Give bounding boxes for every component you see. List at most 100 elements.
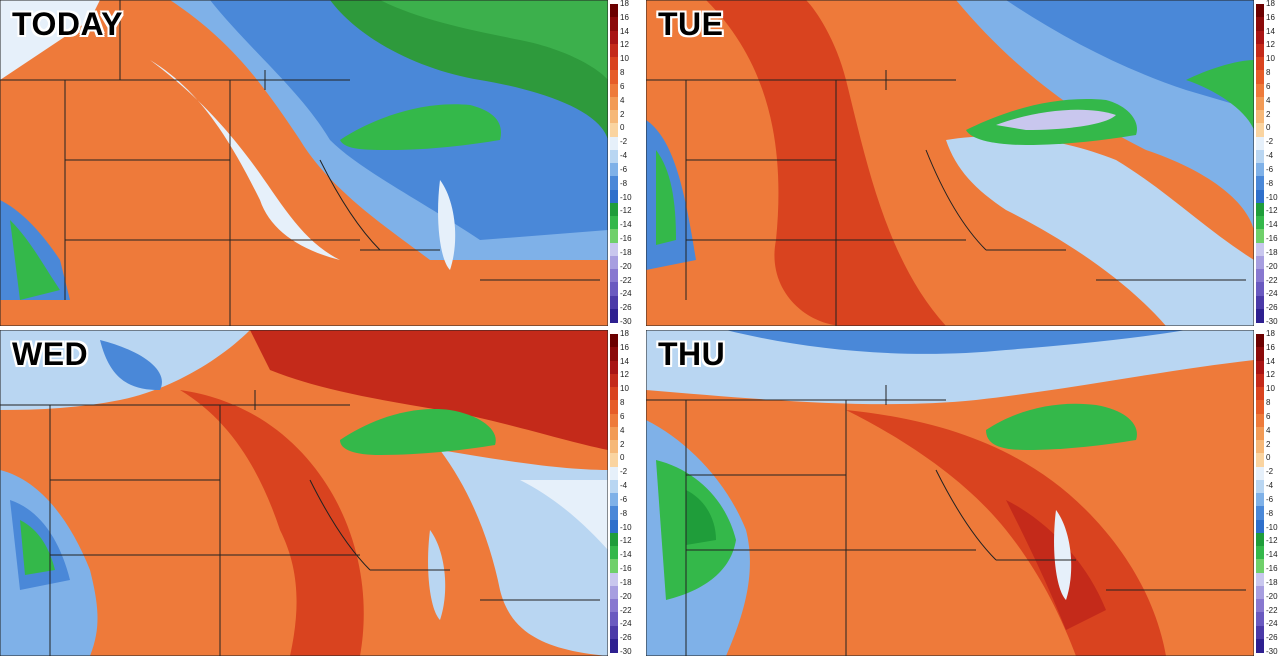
color-scale-segment: [1256, 30, 1264, 45]
color-scale-segment: [1256, 572, 1264, 587]
color-scale-tick-label: 10: [620, 384, 629, 394]
color-scale-segment: [610, 17, 618, 31]
color-scale-segment: [610, 255, 618, 270]
color-scale-bar: [610, 4, 618, 323]
color-scale-tick-label: 2: [1266, 439, 1271, 449]
color-scale-bar: [1256, 4, 1264, 323]
color-scale-tick-label: -30: [620, 647, 632, 656]
color-scale-segment: [610, 123, 618, 137]
color-scale-tick-label: -24: [1266, 619, 1278, 629]
color-scale-tick-label: -16: [1266, 234, 1278, 244]
color-scale-tick-label: -4: [620, 151, 628, 161]
color-scale-tick-label: 18: [620, 0, 629, 8]
color-scale-tick-label: -18: [620, 247, 632, 257]
color-scale-segment: [1256, 479, 1264, 494]
color-scale-tick-label: -20: [1266, 261, 1278, 271]
color-scale-segment: [1256, 282, 1264, 296]
color-scale-segment: [1256, 229, 1264, 243]
color-scale-segment: [610, 400, 618, 414]
color-scale-segment: [1256, 519, 1264, 534]
color-scale-segment: [610, 585, 618, 600]
color-scale-legend: 18 16 14 12 10 8 6 4 2 0 -2 -4 -6 -8 -10 -12 -14 -16 -18 -2…: [608, 330, 640, 656]
color-scale-tick-label: 10: [1266, 54, 1275, 64]
color-scale-tick-label: 12: [620, 40, 629, 50]
color-scale-tick-label: 8: [1266, 68, 1271, 78]
color-scale-tick-label: -6: [620, 494, 628, 504]
color-scale-segment: [610, 334, 618, 348]
color-scale-tick-label: -14: [620, 220, 632, 230]
color-scale-tick-label: 2: [1266, 109, 1271, 119]
color-scale-tick-label: 0: [620, 453, 625, 463]
color-scale-segment: [1256, 532, 1264, 547]
color-scale-tick-label: -4: [1266, 151, 1274, 161]
color-scale-segment: [1256, 255, 1264, 270]
map-panel-wed: WED 18 16 14 12 10 8 6 4 2 0 -2 -4 -6 -8 -10 -12 -14 -16 -…: [0, 330, 640, 656]
color-scale-tick-label: -16: [1266, 564, 1278, 574]
color-scale-segment: [610, 572, 618, 587]
color-scale-segment: [610, 176, 618, 190]
color-scale-tick-label: 16: [1266, 342, 1275, 352]
color-scale-segment: [1256, 149, 1264, 164]
color-scale-segment: [1256, 295, 1264, 310]
color-scale-segment: [1256, 585, 1264, 600]
color-scale-segment: [610, 612, 618, 626]
color-scale-segment: [610, 426, 618, 441]
color-scale-segment: [1256, 189, 1264, 204]
color-scale-tick-label: 6: [1266, 81, 1271, 91]
color-scale-tick-label: -24: [620, 619, 632, 629]
panel-label-tue: TUE: [658, 6, 724, 42]
temperature-anomaly-map-thu: [646, 330, 1254, 656]
color-scale-tick-label: -26: [1266, 633, 1278, 643]
color-scale-segment: [610, 83, 618, 98]
color-scale-segment: [1256, 413, 1264, 428]
color-scale-tick-label: -24: [1266, 289, 1278, 299]
color-scale-segment: [1256, 163, 1264, 177]
color-scale-tick-label: 0: [1266, 453, 1271, 463]
panel-divider-horizontal: [0, 326, 1280, 330]
temperature-anomaly-map-tue: [646, 0, 1254, 326]
color-scale-segment: [610, 189, 618, 204]
color-scale-segment: [1256, 400, 1264, 414]
color-scale-tick-label: -26: [620, 303, 632, 313]
color-scale-tick-label: -10: [620, 522, 632, 532]
color-scale-tick-label: 8: [1266, 398, 1271, 408]
color-scale-tick-label: -2: [1266, 467, 1274, 477]
color-scale-tick-label: -14: [1266, 550, 1278, 560]
color-scale-segment: [1256, 493, 1264, 507]
color-scale-segment: [610, 295, 618, 310]
color-scale-tick-label: 0: [1266, 123, 1271, 133]
color-scale-tick-label: -20: [620, 591, 632, 601]
color-scale-segment: [1256, 4, 1264, 18]
color-scale-legend: 18 16 14 12 10 8 6 4 2 0 -2 -4 -6 -8 -10 -12 -14 -16 -18 -2…: [1254, 330, 1280, 656]
color-scale-segment: [610, 229, 618, 243]
color-scale-segment: [610, 269, 618, 283]
color-scale-segment: [610, 625, 618, 640]
color-scale-segment: [610, 453, 618, 467]
color-scale-segment: [610, 546, 618, 560]
color-scale-tick-label: -2: [620, 137, 628, 147]
color-scale-segment: [610, 440, 618, 454]
color-scale-segment: [1256, 638, 1264, 653]
color-scale-tick-label: -20: [1266, 591, 1278, 601]
color-scale-legend: 18 16 14 12 10 8 6 4 2 0 -2 -4 -6 -8 -10 -12 -14 -16 -18 -2…: [608, 0, 640, 326]
color-scale-tick-label: 4: [620, 95, 625, 105]
color-scale-segment: [610, 136, 618, 151]
color-scale-segment: [610, 30, 618, 45]
temperature-anomaly-map-today: [0, 0, 608, 326]
color-scale-segment: [610, 242, 618, 257]
color-scale-segment: [1256, 559, 1264, 573]
color-scale-tick-label: -12: [1266, 206, 1278, 216]
color-scale-tick-label: 8: [620, 398, 625, 408]
color-scale-tick-label: 16: [620, 12, 629, 22]
color-scale-segment: [1256, 453, 1264, 467]
color-scale-tick-label: 18: [620, 330, 629, 338]
color-scale-tick-label: 4: [1266, 95, 1271, 105]
color-scale-segment: [1256, 57, 1264, 71]
color-scale-segment: [1256, 17, 1264, 31]
color-scale-tick-label: -30: [620, 317, 632, 326]
color-scale-segment: [1256, 202, 1264, 217]
color-scale-tick-label: -2: [620, 467, 628, 477]
color-scale-segment: [1256, 347, 1264, 361]
color-scale-tick-label: -14: [620, 550, 632, 560]
color-scale-legend: 18 16 14 12 10 8 6 4 2 0 -2 -4 -6 -8 -10 -12 -14 -16 -18 -2…: [1254, 0, 1280, 326]
